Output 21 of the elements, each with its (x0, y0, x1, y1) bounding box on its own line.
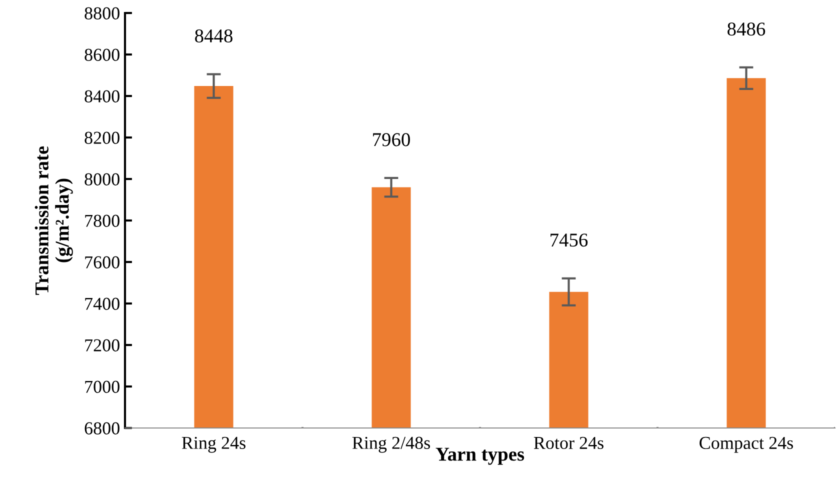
x-tick-label: Ring 2/48s (352, 436, 430, 453)
x-tick-label: Compact 24s (700, 436, 793, 453)
data-label: 8486 (728, 22, 766, 36)
y-axis-title: Transmission rate (g/m².day) (34, 146, 73, 295)
y-tick-label: 6800 (84, 422, 120, 434)
x-tick-label: Rotor 24s (534, 436, 604, 450)
y-tick-label: 8800 (84, 7, 120, 20)
y-tick-label: 7600 (85, 256, 120, 268)
y-tick-label: 8600 (84, 48, 120, 61)
y-tick-label: 7400 (85, 298, 120, 310)
y-tick-label: 7800 (85, 214, 120, 227)
data-label: 7960 (373, 133, 410, 146)
y-tick-label: 8000 (84, 173, 120, 186)
y-tick-label: 7200 (85, 339, 120, 352)
data-label: 7456 (550, 234, 588, 247)
x-axis-title: Yarn types (436, 448, 524, 465)
x-tick-label: Ring 24s (182, 436, 246, 453)
data-label: 8448 (195, 29, 232, 42)
y-tick-label: 7000 (85, 380, 120, 393)
y-tick-label: 8200 (84, 132, 120, 144)
y-tick-label: 8400 (84, 90, 120, 102)
